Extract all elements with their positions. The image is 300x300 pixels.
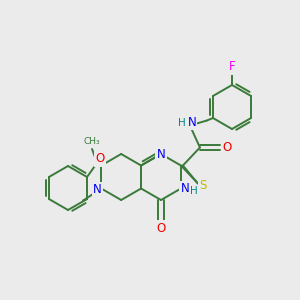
Text: O: O [222,141,232,154]
Text: N: N [157,148,165,160]
Text: CH₃: CH₃ [84,136,100,146]
Text: H: H [190,187,198,196]
Text: O: O [156,221,166,235]
Text: N: N [93,183,102,196]
Text: N: N [188,116,196,129]
Text: O: O [95,152,105,166]
Text: H: H [178,118,186,128]
Text: F: F [229,61,235,74]
Text: S: S [199,179,207,192]
Text: N: N [181,182,189,195]
